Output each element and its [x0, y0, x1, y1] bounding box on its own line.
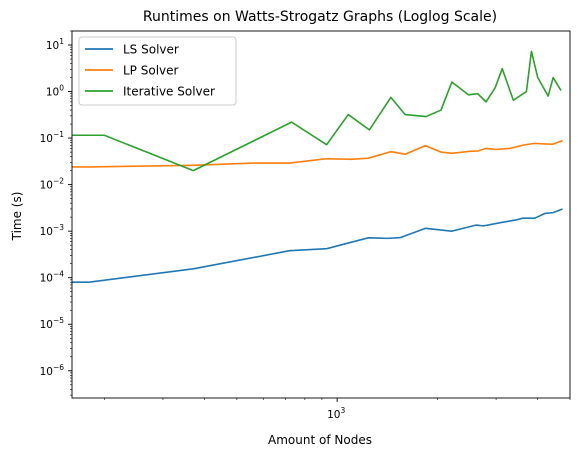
series-line-iterative-solver: [72, 50, 562, 172]
legend-box: [78, 36, 237, 106]
chart-title: Runtimes on Watts-Strogatz Graphs (Loglo…: [143, 9, 497, 25]
y-axis-label: Time (s): [10, 192, 24, 242]
y-tick-label-base: 10: [40, 226, 53, 238]
y-tick-label-exponent: −6: [53, 363, 64, 372]
y-tick-label-base: 10: [40, 319, 53, 331]
x-tick-label: 103: [327, 406, 345, 421]
y-tick-label-exponent: −5: [53, 316, 64, 325]
y-tick-label-base: 10: [40, 273, 53, 285]
x-tick-label-exponent: 3: [340, 406, 345, 415]
series-line-ls-solver: [72, 208, 563, 284]
y-tick-label-base: 10: [40, 133, 53, 145]
y-tick-label: 101: [46, 37, 64, 52]
legend-label: LP Solver: [123, 64, 179, 78]
y-tick-label-base: 10: [46, 87, 59, 99]
y-tick-label: 100: [46, 84, 64, 99]
legend-label: LS Solver: [123, 43, 179, 57]
y-tick-label-exponent: −2: [53, 177, 64, 186]
y-tick-label-base: 10: [40, 366, 53, 378]
y-tick-label: 10−4: [40, 270, 65, 285]
y-tick-label-base: 10: [40, 180, 53, 192]
y-tick-label: 10−6: [40, 363, 65, 378]
legend-label: Iterative Solver: [123, 85, 215, 99]
y-tick-label-exponent: 0: [59, 84, 64, 93]
y-tick-label-exponent: −4: [53, 270, 64, 279]
y-tick-label-exponent: −1: [53, 130, 64, 139]
axes-frame: [71, 30, 571, 399]
x-axis-label: Amount of Nodes: [268, 433, 372, 447]
y-tick-label-base: 10: [46, 40, 59, 52]
y-tick-label: 10−2: [40, 177, 65, 192]
y-tick-label-exponent: −3: [53, 223, 64, 232]
y-tick-label: 10−5: [40, 316, 65, 331]
y-tick-label-exponent: 1: [59, 37, 64, 46]
x-tick-label-base: 10: [327, 409, 340, 421]
y-tick-label: 10−1: [40, 130, 65, 145]
legend: LS Solver LP Solver Iterative Solver: [78, 36, 237, 106]
series-line-lp-solver: [72, 139, 563, 168]
y-tick-label: 10−3: [40, 223, 65, 238]
